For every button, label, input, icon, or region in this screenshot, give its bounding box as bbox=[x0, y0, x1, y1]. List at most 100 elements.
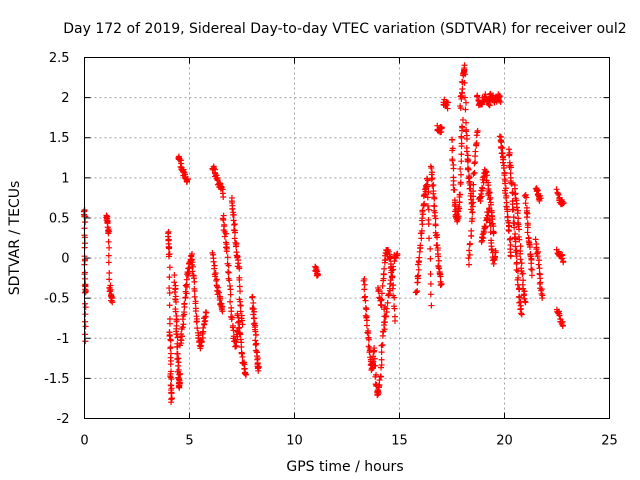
data-point bbox=[556, 312, 563, 319]
data-point bbox=[419, 207, 426, 214]
x-tick-label: 10 bbox=[286, 434, 303, 449]
data-point bbox=[452, 201, 459, 208]
x-axis-title: GPS time / hours bbox=[286, 459, 403, 475]
y-tick-label: -0.5 bbox=[44, 292, 69, 307]
data-point bbox=[418, 235, 425, 242]
data-point bbox=[372, 373, 379, 380]
data-point bbox=[553, 186, 560, 193]
data-point bbox=[223, 248, 230, 255]
data-point bbox=[225, 268, 232, 275]
data-point bbox=[175, 380, 182, 387]
data-point bbox=[532, 236, 539, 243]
data-point bbox=[516, 294, 523, 301]
data-point bbox=[528, 266, 535, 273]
data-point bbox=[512, 249, 519, 256]
data-point bbox=[502, 177, 509, 184]
data-point bbox=[193, 318, 200, 325]
data-point bbox=[371, 362, 378, 369]
data-point bbox=[499, 159, 506, 166]
data-point bbox=[82, 219, 89, 226]
data-point bbox=[82, 304, 89, 311]
data-point bbox=[174, 350, 181, 357]
data-point bbox=[415, 266, 422, 273]
data-point bbox=[508, 180, 515, 187]
data-point bbox=[437, 282, 444, 289]
data-point bbox=[378, 349, 385, 356]
data-point bbox=[216, 289, 223, 296]
data-point bbox=[181, 309, 188, 316]
data-point bbox=[231, 235, 238, 242]
data-point bbox=[220, 193, 227, 200]
data-point bbox=[383, 305, 390, 312]
data-point bbox=[427, 255, 434, 262]
data-point bbox=[192, 308, 199, 315]
data-point bbox=[417, 242, 424, 249]
data-point bbox=[482, 168, 489, 175]
data-point bbox=[456, 205, 463, 212]
data-point bbox=[513, 267, 520, 274]
data-point bbox=[518, 311, 525, 318]
data-point bbox=[435, 253, 442, 260]
y-tick-label: -2 bbox=[57, 412, 70, 427]
data-point bbox=[378, 373, 385, 380]
data-point bbox=[172, 296, 179, 303]
data-point bbox=[174, 334, 181, 341]
data-point bbox=[421, 192, 428, 199]
data-points bbox=[80, 62, 567, 406]
data-point bbox=[521, 192, 528, 199]
data-point bbox=[168, 399, 175, 406]
data-point bbox=[227, 286, 234, 293]
data-point bbox=[457, 179, 464, 186]
data-point bbox=[560, 200, 567, 207]
data-point bbox=[523, 194, 530, 201]
data-point bbox=[166, 332, 173, 339]
data-point bbox=[463, 148, 470, 155]
data-point bbox=[384, 299, 391, 306]
data-point bbox=[427, 280, 434, 287]
data-point bbox=[507, 253, 514, 260]
data-point bbox=[419, 215, 426, 222]
data-point bbox=[511, 185, 518, 192]
data-point bbox=[224, 254, 231, 261]
y-axis-title: SDTVAR / TECUs bbox=[7, 181, 23, 296]
data-point bbox=[486, 205, 493, 212]
data-point bbox=[225, 262, 232, 269]
data-point bbox=[253, 340, 260, 347]
data-point bbox=[450, 165, 457, 172]
x-tick-label: 25 bbox=[601, 434, 618, 449]
data-point bbox=[429, 182, 436, 189]
data-point bbox=[470, 188, 477, 195]
data-point bbox=[237, 288, 244, 295]
data-point bbox=[382, 319, 389, 326]
data-point bbox=[480, 174, 487, 181]
data-point bbox=[471, 160, 478, 167]
data-point bbox=[392, 317, 399, 324]
y-tick-label: 0.5 bbox=[49, 211, 70, 226]
data-point bbox=[166, 264, 173, 271]
data-point bbox=[363, 306, 370, 313]
data-point bbox=[82, 213, 89, 220]
data-point bbox=[106, 228, 113, 235]
data-point bbox=[463, 99, 470, 106]
data-point bbox=[238, 344, 245, 351]
data-point bbox=[175, 362, 182, 369]
data-point bbox=[554, 190, 561, 197]
data-point bbox=[250, 311, 257, 318]
data-point bbox=[449, 157, 456, 164]
data-point bbox=[103, 214, 110, 221]
data-point bbox=[225, 269, 232, 276]
data-point bbox=[223, 230, 230, 237]
data-point bbox=[167, 361, 174, 368]
data-point bbox=[500, 162, 507, 169]
data-point bbox=[221, 223, 228, 230]
data-point bbox=[465, 255, 472, 262]
data-point bbox=[466, 261, 473, 268]
data-point bbox=[414, 273, 421, 280]
data-point bbox=[430, 190, 437, 197]
data-point bbox=[415, 272, 422, 279]
data-point bbox=[560, 258, 567, 265]
data-point bbox=[250, 299, 257, 306]
y-tick-label: 1 bbox=[61, 171, 69, 186]
data-point bbox=[220, 217, 227, 224]
data-point bbox=[191, 287, 198, 294]
